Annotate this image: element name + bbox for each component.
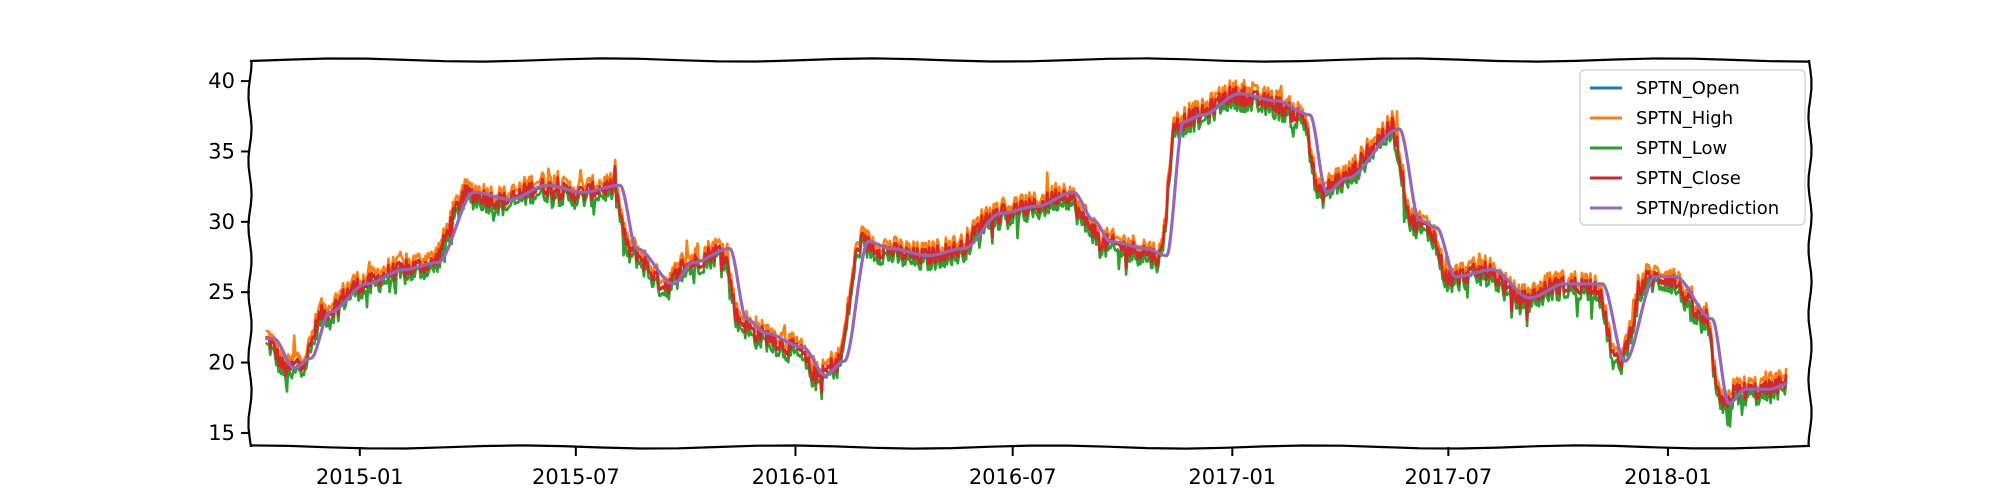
legend-label-sptn-close: SPTN_Close	[1636, 168, 1741, 189]
series-line-sptn-prediction	[265, 92, 1788, 405]
x-tick-label-2017-07: 2017-07	[1404, 465, 1492, 489]
y-tick-label-15: 15	[208, 421, 235, 445]
x-tick-label-2016-01: 2016-01	[752, 465, 840, 489]
x-tick-label-2015-07: 2015-07	[532, 465, 620, 489]
axis-ticks: 15 20 25 30 35 40 2015-01 2015-07 2016-01 2016-07…	[208, 69, 1712, 489]
legend-label-sptn-low: SPTN_Low	[1636, 138, 1727, 159]
x-tick-label-2018-01: 2018-01	[1624, 465, 1712, 489]
axis-right	[1807, 59, 1813, 448]
y-tick-label-30: 30	[208, 210, 235, 234]
series-layer	[265, 78, 1788, 428]
series-line-sptn-low	[265, 91, 1788, 428]
axes-frame	[247, 57, 1813, 450]
x-tick-label-2017-01: 2017-01	[1188, 465, 1276, 489]
series-line-sptn-close	[265, 85, 1788, 409]
y-tick-label-25: 25	[208, 280, 235, 304]
series-line-sptn-high	[265, 78, 1788, 403]
y-tick-label-35: 35	[208, 139, 235, 163]
x-tick-label-2016-07: 2016-07	[969, 465, 1057, 489]
axis-top	[249, 57, 1811, 63]
y-tick-label-40: 40	[208, 69, 235, 93]
axis-left	[247, 59, 253, 448]
x-tick-label-2015-01: 2015-01	[316, 465, 404, 489]
axis-bottom	[249, 444, 1811, 450]
legend-label-sptn-high: SPTN_High	[1636, 108, 1733, 129]
series-line-sptn-open	[265, 85, 1788, 409]
legend: SPTN_Open SPTN_High SPTN_Low SPTN_Close SPTN…	[1579, 69, 1806, 226]
y-tick-label-20: 20	[208, 351, 235, 375]
legend-label-sptn-prediction: SPTN/prediction	[1636, 198, 1779, 219]
legend-box	[1579, 69, 1806, 226]
legend-label-sptn-open: SPTN_Open	[1636, 78, 1740, 99]
